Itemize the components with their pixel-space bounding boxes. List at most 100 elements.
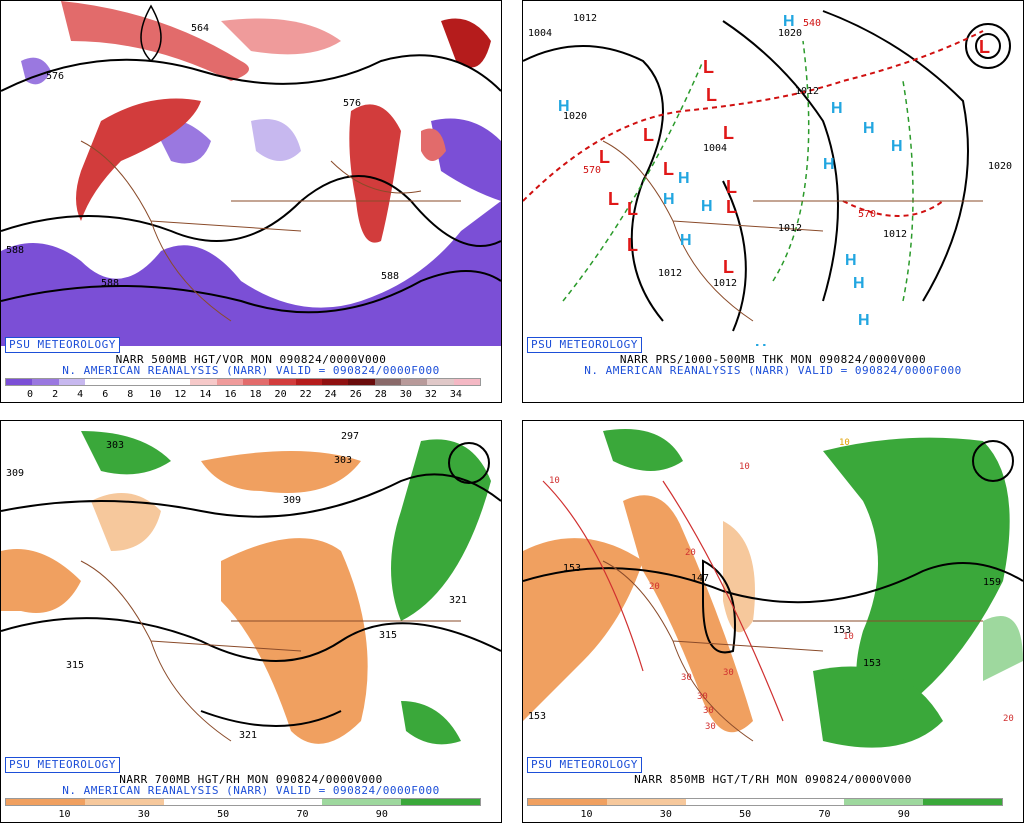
temperature-label: 20 [685, 548, 696, 558]
colorbar-swatch [374, 379, 401, 385]
colorbar-tick-label: 90 [375, 809, 388, 820]
colorbar-swatch [85, 799, 125, 805]
panel-title: NARR PRS/1000-500MB THK MON 090824/0000V… [619, 353, 927, 366]
colorbar-swatch [137, 379, 164, 385]
colorbar-tick-label: 10 [580, 809, 593, 820]
colorbar-swatch [269, 379, 296, 385]
colorbar-swatch [124, 799, 164, 805]
colorbar-swatch [321, 379, 349, 385]
colorbar-tick-label: 12 [174, 389, 187, 400]
colorbar-swatch [607, 799, 647, 805]
colorbar-tick-label: 6 [102, 389, 109, 400]
colorbar-swatch [6, 799, 46, 805]
colorbar-swatch [45, 799, 85, 805]
contour-label: 588 [6, 245, 24, 256]
temperature-label: 30 [703, 706, 714, 716]
panel-500mb-vorticity: 576 564 576 588 588 588 PSU METEOROLOGY … [0, 0, 502, 403]
low-pressure-marker: L [643, 125, 654, 145]
contour-label: 309 [6, 468, 24, 479]
colorbar-ticks: 0 2 4 6 8 10 12 14 16 18 20 22 24 26 28 30 32 34 [5, 389, 481, 401]
contour-label: 153 [563, 563, 581, 574]
colorbar-tick-label: 90 [897, 809, 910, 820]
high-pressure-marker: H [663, 191, 675, 208]
colorbar-swatch [646, 799, 686, 805]
isobar-label: 1012 [795, 86, 819, 97]
thickness-label: 570 [583, 165, 601, 176]
low-pressure-marker: L [627, 235, 638, 255]
isobar-label: 1020 [563, 111, 587, 122]
isobar-label: 1004 [703, 143, 727, 154]
panel-pressure-thickness: 1004 1012 1020 1020 1012 1004 1012 1012 … [522, 0, 1024, 403]
colorbar-tick-label: 50 [217, 809, 230, 820]
contour-label: 315 [379, 630, 397, 641]
contour-label: 576 [343, 98, 361, 109]
colorbar-tick-label: 26 [349, 389, 362, 400]
colorbar-swatch [6, 379, 33, 385]
panel-valid-line: N. AMERICAN REANALYSIS (NARR) VALID = 09… [584, 364, 962, 377]
high-pressure-marker: H [783, 13, 795, 30]
isobar-label: 1012 [883, 229, 907, 240]
colorbar [527, 798, 1003, 806]
panel-valid-line: N. AMERICAN REANALYSIS (NARR) VALID = 09… [62, 784, 440, 797]
colorbar-tick-label: 10 [149, 389, 162, 400]
map-500mb: 576 564 576 588 588 588 [1, 1, 501, 346]
low-pressure-marker: L [599, 147, 610, 167]
low-pressure-marker: L [726, 197, 737, 217]
colorbar-tick-label: 16 [224, 389, 237, 400]
colorbar [5, 378, 481, 386]
contour-label: 588 [101, 278, 119, 289]
contour-label: 576 [46, 71, 64, 82]
isobar-label: 1012 [713, 278, 737, 289]
colorbar-swatch [243, 799, 283, 805]
colorbar-tick-label: 20 [274, 389, 287, 400]
low-pressure-marker: L [723, 123, 734, 143]
map-pressure: 1004 1012 1020 1020 1012 1004 1012 1012 … [523, 10, 1012, 346]
panel-700mb-rh: 309 303 297 303 309 315 315 321 321 PSU … [0, 420, 502, 823]
temperature-label: 30 [681, 673, 692, 683]
high-pressure-marker: H [680, 232, 692, 249]
panel-valid-line: N. AMERICAN REANALYSIS (NARR) VALID = 09… [62, 364, 440, 377]
high-pressure-marker: H [858, 312, 870, 329]
colorbar-swatch [804, 799, 844, 805]
low-pressure-marker: L [663, 159, 674, 179]
map-850mb: 153 147 153 153 159 153 10 10 20 20 30 3… [523, 429, 1023, 748]
colorbar-swatch [295, 379, 322, 385]
isobar-label: 1004 [528, 28, 552, 39]
contour-label: 564 [191, 23, 209, 34]
panel-title: NARR 500MB HGT/VOR MON 090824/0000V000 [115, 353, 387, 366]
colorbar-ticks: 10 30 50 70 90 [5, 809, 481, 821]
contour-label: 303 [334, 455, 352, 466]
panel-850mb-temp-rh: 153 147 153 153 159 153 10 10 20 20 30 3… [522, 420, 1024, 823]
contour-label: 303 [106, 440, 124, 451]
colorbar-swatch [962, 799, 1002, 805]
colorbar-swatch [400, 379, 428, 385]
colorbar-tick-label: 22 [299, 389, 312, 400]
colorbar-swatch [765, 799, 805, 805]
high-pressure-marker: H [831, 100, 843, 117]
contour-labels: 576 564 576 588 588 588 [6, 23, 399, 289]
colorbar-tick-label: 14 [199, 389, 212, 400]
contour-label: 159 [983, 577, 1001, 588]
colorbar-tick-label: 4 [77, 389, 84, 400]
colorbar-tick-label: 0 [27, 389, 34, 400]
colorbar-tick-label: 10 [58, 809, 71, 820]
low-pressure-marker: L [726, 177, 737, 197]
thickness-label: 540 [803, 18, 821, 29]
temperature-label: 30 [723, 668, 734, 678]
temperature-label: 20 [1003, 714, 1014, 724]
colorbar-swatch [453, 379, 480, 385]
colorbar-tick-label: 8 [127, 389, 134, 400]
contour-label: 153 [528, 711, 546, 722]
isobar-label: 1012 [573, 13, 597, 24]
colorbar-ticks: 10 30 50 70 90 [527, 809, 1003, 821]
psu-meteorology-badge: PSU METEOROLOGY [5, 757, 120, 773]
isobar-label: 1020 [988, 161, 1012, 172]
high-pressure-marker: H [853, 275, 865, 292]
isobar-label: 1012 [658, 268, 682, 279]
colorbar-swatch [216, 379, 243, 385]
low-pressure-marker: L [627, 199, 638, 219]
psu-meteorology-badge: PSU METEOROLOGY [527, 337, 642, 353]
high-pressure-marker: H [823, 156, 835, 173]
map-700mb: 309 303 297 303 309 315 315 321 321 [1, 431, 501, 745]
panel-title: NARR 700MB HGT/RH MON 090824/0000V000 [119, 773, 383, 786]
